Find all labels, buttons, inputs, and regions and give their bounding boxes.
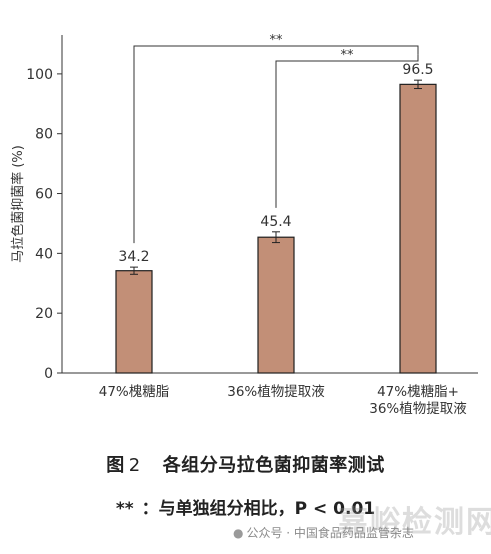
- significance-stars: **: [341, 48, 355, 63]
- category-label: 47%槐糖脂+ 36%植物提取液: [369, 384, 467, 417]
- bar: [257, 236, 295, 374]
- figure-number: 2: [128, 455, 141, 476]
- bar: [115, 270, 153, 374]
- y-tick-label: 60: [35, 187, 53, 203]
- note-stars: **: [115, 499, 134, 519]
- category-label: 47%槐糖脂: [99, 384, 170, 400]
- bar-chart: 0 20 40 60 80 100 马拉色菌抑菌率 (%) ** ** 34.2 47%槐糖脂 4…: [10, 33, 478, 417]
- significance-stars: **: [270, 33, 284, 48]
- chart-axes: 0 20 40 60 80 100 马拉色菌抑菌率 (%): [10, 35, 478, 382]
- value-label: 96.5: [402, 62, 433, 78]
- value-label: 45.4: [260, 214, 291, 230]
- figure-caption: 图 2 各组分马拉色菌抑菌率测试: [0, 451, 491, 477]
- value-label: 34.2: [118, 249, 149, 265]
- significance-brackets: ** **: [133, 33, 419, 244]
- watermark-text: 公众号 · 中国食品药品监管杂志: [246, 526, 414, 540]
- figure-title: 各组分马拉色菌抑菌率测试: [162, 455, 385, 476]
- y-tick-label: 0: [44, 366, 53, 382]
- wechat-icon: ●: [233, 526, 244, 540]
- significance-note: ** ：与单独组分相比，P < 0.01: [0, 494, 491, 519]
- chart-bars: [115, 79, 437, 374]
- figure-label: 图: [106, 455, 125, 476]
- y-axis-label: 马拉色菌抑菌率 (%): [10, 145, 26, 263]
- watermark: ● 公众号 · 中国食品药品监管杂志: [233, 524, 414, 541]
- note-text: ：与单独组分相比，P < 0.01: [141, 499, 376, 519]
- bar: [399, 83, 437, 374]
- category-label-line: 36%植物提取液: [369, 401, 467, 417]
- watermark-overlay: 嘉峪检测网: [338, 505, 491, 540]
- y-tick-label: 20: [35, 306, 53, 322]
- significance-bracket: [275, 54, 419, 208]
- y-tick-label: 40: [35, 246, 53, 262]
- category-label-line: 47%槐糖脂+: [377, 384, 459, 400]
- significance-bracket: [133, 45, 419, 244]
- y-tick-label: 80: [35, 127, 53, 143]
- category-label: 36%植物提取液: [227, 384, 325, 400]
- category-label-line: 47%槐糖脂: [99, 384, 170, 400]
- y-tick-label: 100: [26, 67, 53, 83]
- category-label-line: 36%植物提取液: [227, 384, 325, 400]
